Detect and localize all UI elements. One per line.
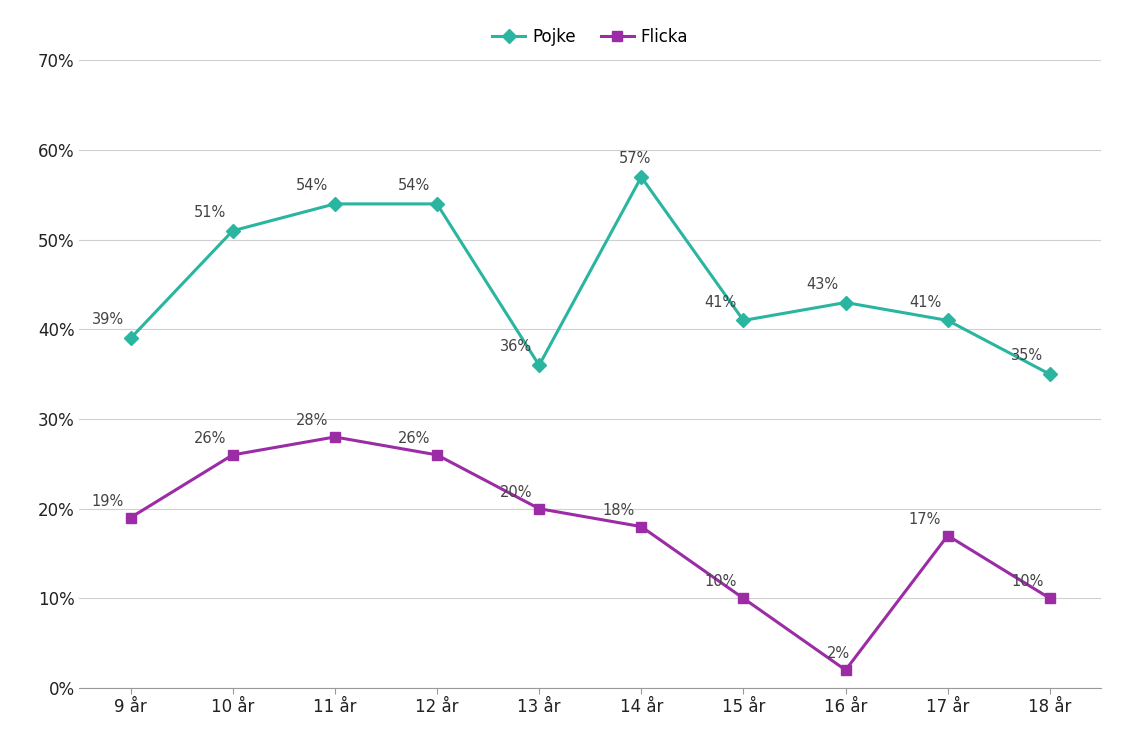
Pojke — [124, 334, 137, 343]
Text: 26%: 26% — [398, 431, 430, 446]
Flicka — [941, 531, 955, 540]
Text: 28%: 28% — [296, 413, 328, 428]
Text: 10%: 10% — [705, 575, 737, 590]
Flicka — [124, 513, 137, 522]
Pojke — [839, 298, 852, 307]
Text: 10%: 10% — [1011, 575, 1043, 590]
Pojke — [328, 200, 342, 209]
Pojke — [430, 200, 444, 209]
Text: 54%: 54% — [398, 178, 430, 193]
Text: 26%: 26% — [194, 431, 226, 446]
Text: 54%: 54% — [296, 178, 328, 193]
Text: 41%: 41% — [909, 295, 941, 310]
Line: Flicka: Flicka — [126, 432, 1054, 675]
Flicka — [328, 432, 342, 442]
Text: 43%: 43% — [807, 277, 839, 292]
Flicka — [226, 451, 239, 460]
Text: 35%: 35% — [1011, 349, 1043, 364]
Text: 2%: 2% — [827, 646, 850, 661]
Text: 57%: 57% — [619, 151, 651, 166]
Pojke — [226, 226, 239, 235]
Text: 18%: 18% — [603, 503, 634, 518]
Flicka — [634, 522, 648, 531]
Flicka — [1043, 593, 1057, 603]
Text: 19%: 19% — [92, 494, 124, 509]
Text: 17%: 17% — [909, 512, 941, 527]
Pojke — [737, 316, 750, 325]
Legend: Pojke, Flicka: Pojke, Flicka — [493, 28, 688, 46]
Line: Pojke: Pojke — [126, 172, 1054, 379]
Pojke — [1043, 370, 1057, 379]
Flicka — [737, 593, 750, 603]
Flicka — [839, 665, 852, 674]
Text: 20%: 20% — [501, 485, 532, 500]
Text: 39%: 39% — [92, 311, 124, 327]
Pojke — [634, 172, 648, 181]
Pojke — [941, 316, 955, 325]
Pojke — [532, 361, 546, 370]
Text: 36%: 36% — [501, 339, 532, 355]
Flicka — [430, 451, 444, 460]
Text: 41%: 41% — [705, 295, 737, 310]
Text: 51%: 51% — [194, 205, 226, 220]
Flicka — [532, 504, 546, 513]
